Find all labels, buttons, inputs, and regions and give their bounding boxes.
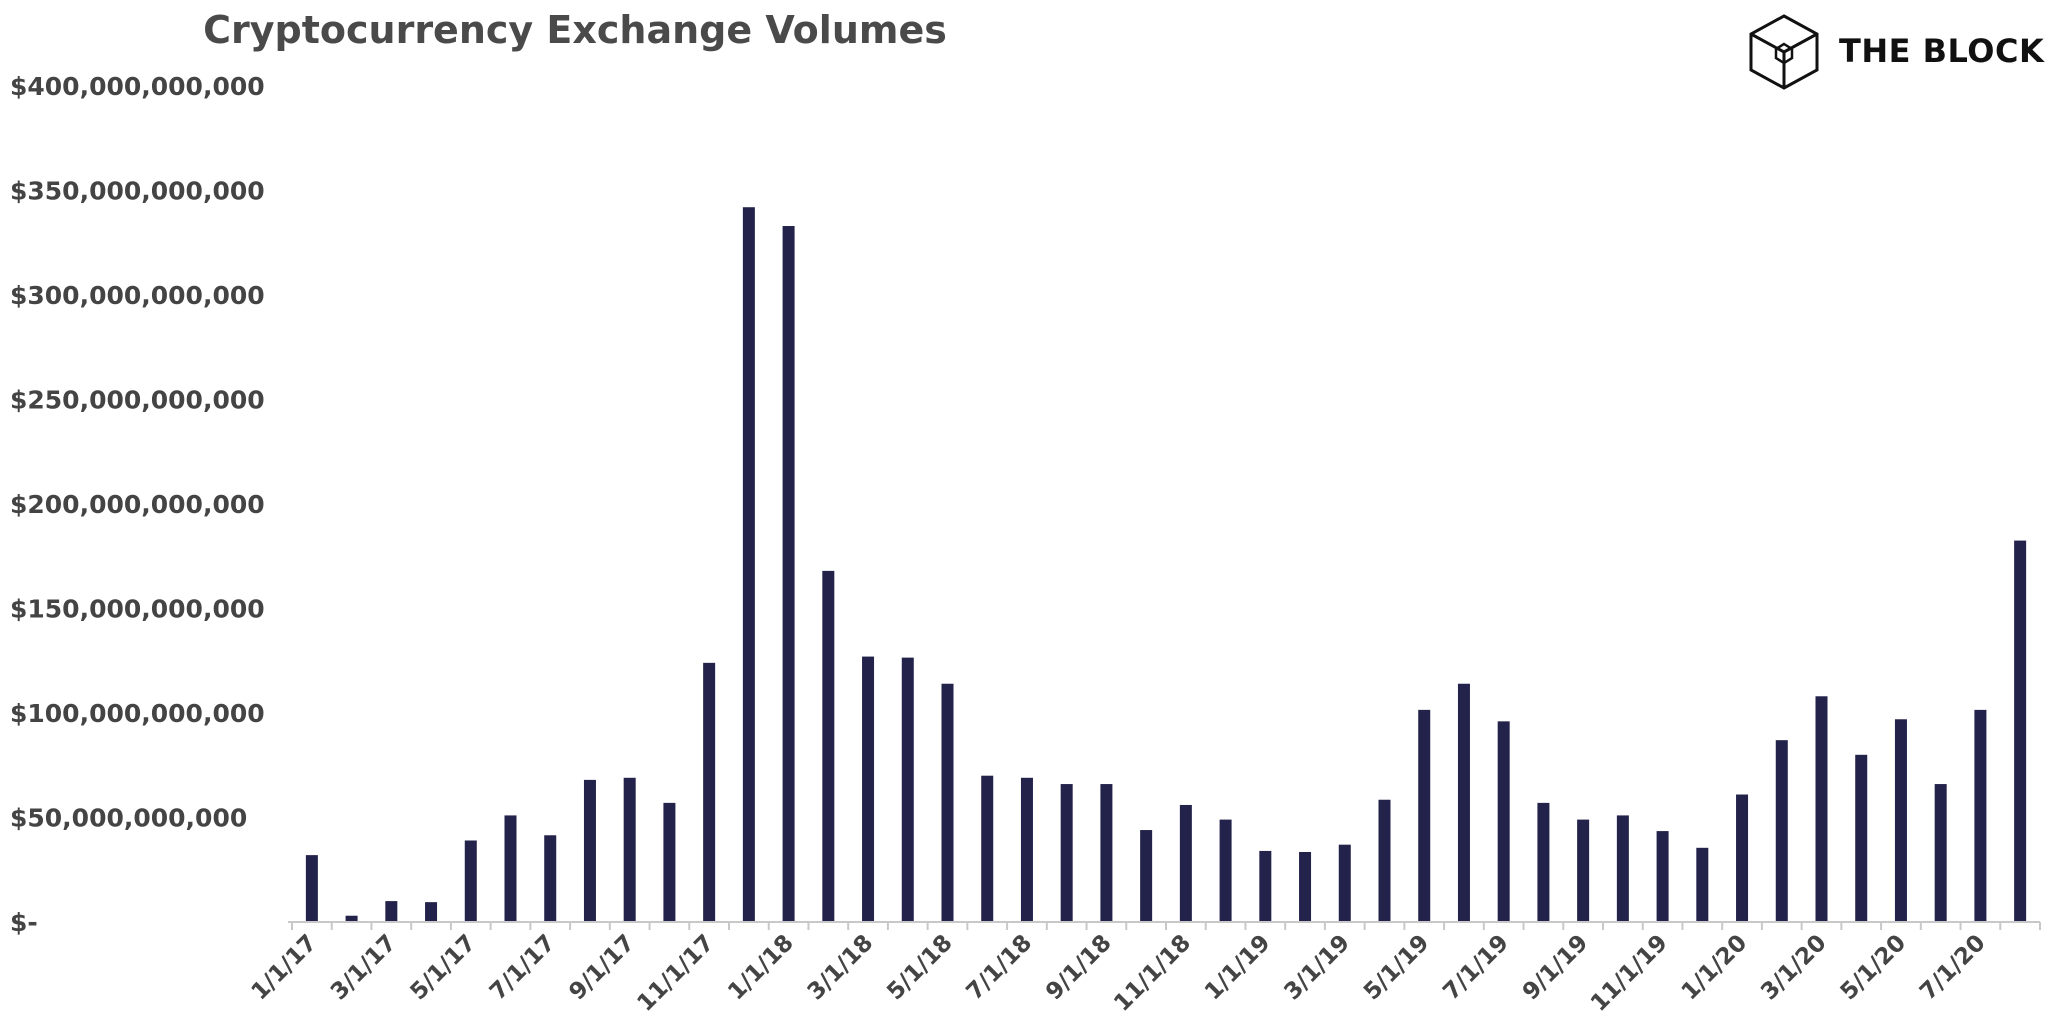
- x-tick-label: 1/1/20: [1677, 930, 1753, 1006]
- bar: [345, 915, 358, 922]
- y-tick-label: $400,000,000,000: [10, 72, 265, 101]
- y-tick-label: $300,000,000,000: [10, 281, 265, 310]
- x-tick-label: 9/1/19: [1518, 930, 1594, 1006]
- x-tick-label: 5/1/17: [405, 930, 481, 1006]
- y-tick-label: $150,000,000,000: [10, 595, 265, 624]
- bar: [1934, 784, 1947, 922]
- bar: [1775, 740, 1788, 922]
- bar: [385, 901, 398, 922]
- bar: [1696, 847, 1709, 922]
- bar: [2014, 540, 2027, 922]
- x-tick-label: 7/1/17: [485, 930, 561, 1006]
- x-tick-label: 3/1/17: [326, 930, 402, 1006]
- x-tick-label: 3/1/18: [803, 930, 879, 1006]
- x-tick-label: 1/1/18: [723, 930, 799, 1006]
- bar: [504, 815, 517, 922]
- x-tick-label: 9/1/17: [564, 930, 640, 1006]
- x-tick-label: 7/1/20: [1915, 930, 1991, 1006]
- x-tick-label: 7/1/19: [1438, 930, 1514, 1006]
- bar: [623, 777, 636, 922]
- bar: [941, 683, 954, 922]
- x-tick-label: 3/1/19: [1279, 930, 1355, 1006]
- bar: [425, 902, 438, 922]
- bar: [822, 570, 835, 922]
- bar: [1418, 709, 1431, 922]
- x-tick-label: 3/1/20: [1756, 930, 1832, 1006]
- bar: [1100, 784, 1113, 922]
- x-tick-label: 1/1/17: [247, 930, 323, 1006]
- y-tick-label: $350,000,000,000: [10, 177, 265, 206]
- y-tick-label: $250,000,000,000: [10, 386, 265, 415]
- x-tick-label: 9/1/18: [1041, 930, 1117, 1006]
- x-tick-label: 5/1/20: [1836, 930, 1912, 1006]
- bar: [1736, 794, 1749, 922]
- bar: [663, 802, 676, 922]
- bar: [1855, 754, 1868, 922]
- bar: [1616, 815, 1629, 922]
- bar: [1338, 844, 1351, 922]
- bar: [583, 779, 596, 922]
- y-axis-ticks: $- $50,000,000,000 $100,000,000,000 $150,00…: [10, 72, 265, 937]
- bar: [1537, 802, 1550, 922]
- bar: [703, 662, 716, 922]
- brand-logo: THE BLOCK: [1745, 12, 2044, 92]
- bar: [1656, 831, 1669, 922]
- bar: [1219, 819, 1232, 922]
- bar: [1378, 799, 1391, 922]
- bar: [1259, 850, 1272, 922]
- brand-name: THE BLOCK: [1839, 32, 2045, 70]
- bar: [862, 656, 875, 922]
- x-tick-label: 11/1/18: [1109, 930, 1196, 1017]
- bar: [1299, 851, 1312, 922]
- bar: [1894, 719, 1907, 922]
- y-tick-label: $50,000,000,000: [10, 804, 247, 833]
- bar: [1577, 819, 1590, 922]
- bar: [742, 207, 755, 923]
- bar: [1497, 721, 1510, 922]
- x-tick-label: 5/1/19: [1359, 930, 1435, 1006]
- bar: [464, 840, 477, 922]
- y-tick-label: $200,000,000,000: [10, 490, 265, 519]
- y-tick-label: $-: [10, 908, 38, 937]
- x-tick-label: 5/1/18: [882, 930, 958, 1006]
- bar: [1020, 777, 1033, 922]
- bar: [1457, 683, 1470, 922]
- bar: [1815, 696, 1828, 922]
- x-tick-label: 1/1/19: [1200, 930, 1276, 1006]
- y-tick-label: $100,000,000,000: [10, 699, 265, 728]
- bar: [1060, 784, 1073, 922]
- bar: [901, 657, 914, 922]
- bar: [1974, 709, 1987, 922]
- bar: [1179, 804, 1192, 922]
- x-tick-label: 7/1/18: [962, 930, 1038, 1006]
- x-tick-label: 11/1/19: [1586, 930, 1673, 1017]
- bar: [305, 855, 318, 922]
- chart-title: Cryptocurrency Exchange Volumes: [203, 8, 947, 52]
- bar: [782, 226, 795, 922]
- bar: [981, 775, 994, 922]
- cube-logo-icon: [1749, 14, 1819, 90]
- x-tick-label: 11/1/17: [633, 930, 720, 1017]
- bar: [544, 835, 557, 922]
- bar: [1140, 830, 1153, 922]
- bars: [305, 207, 2027, 923]
